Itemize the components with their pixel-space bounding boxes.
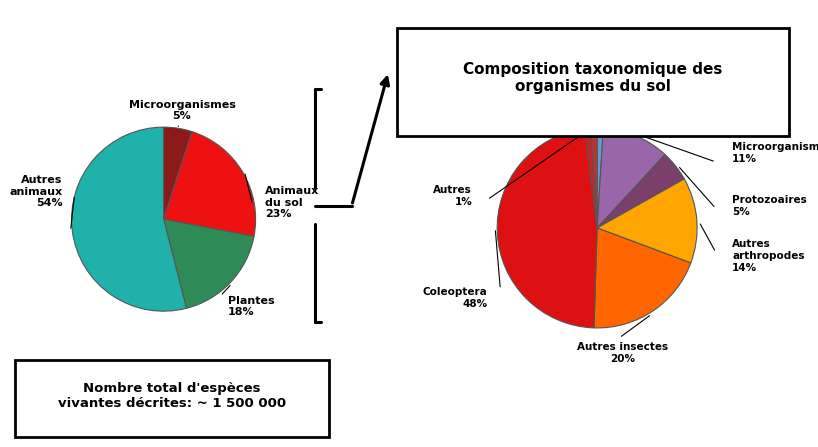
Wedge shape: [497, 129, 597, 328]
Text: Vertébrés
<1%: Vertébrés <1%: [588, 97, 646, 119]
Wedge shape: [597, 128, 665, 228]
Text: Autres
1%: Autres 1%: [434, 185, 472, 207]
Text: Microorganismes
11%: Microorganismes 11%: [732, 142, 818, 164]
Wedge shape: [164, 219, 254, 308]
Text: Oligochaeta
1%: Oligochaeta 1%: [537, 97, 608, 119]
Wedge shape: [164, 131, 255, 236]
FancyBboxPatch shape: [397, 28, 789, 135]
Text: Autres
arthropodes
14%: Autres arthropodes 14%: [732, 239, 805, 273]
Wedge shape: [591, 128, 597, 228]
Wedge shape: [72, 127, 187, 311]
Wedge shape: [585, 128, 597, 228]
Text: Plantes
18%: Plantes 18%: [228, 296, 275, 317]
Text: Autres insectes
20%: Autres insectes 20%: [577, 342, 667, 364]
Wedge shape: [594, 228, 690, 328]
Text: Protozoaires
5%: Protozoaires 5%: [732, 195, 807, 217]
Text: Composition taxonomique des
organismes du sol: Composition taxonomique des organismes d…: [463, 62, 723, 94]
Wedge shape: [164, 127, 192, 219]
Text: Microorganismes
5%: Microorganismes 5%: [128, 100, 236, 122]
Wedge shape: [597, 128, 604, 228]
Text: Animaux
du sol
23%: Animaux du sol 23%: [265, 186, 319, 219]
Text: Nombre total d'espèces
vivantes décrites: ~ 1 500 000: Nombre total d'espèces vivantes décrites…: [58, 382, 285, 410]
Wedge shape: [597, 155, 684, 228]
Wedge shape: [597, 179, 697, 263]
FancyBboxPatch shape: [15, 360, 329, 437]
Text: Coleoptera
48%: Coleoptera 48%: [422, 287, 488, 309]
Text: Autres
animaux
54%: Autres animaux 54%: [9, 175, 62, 208]
